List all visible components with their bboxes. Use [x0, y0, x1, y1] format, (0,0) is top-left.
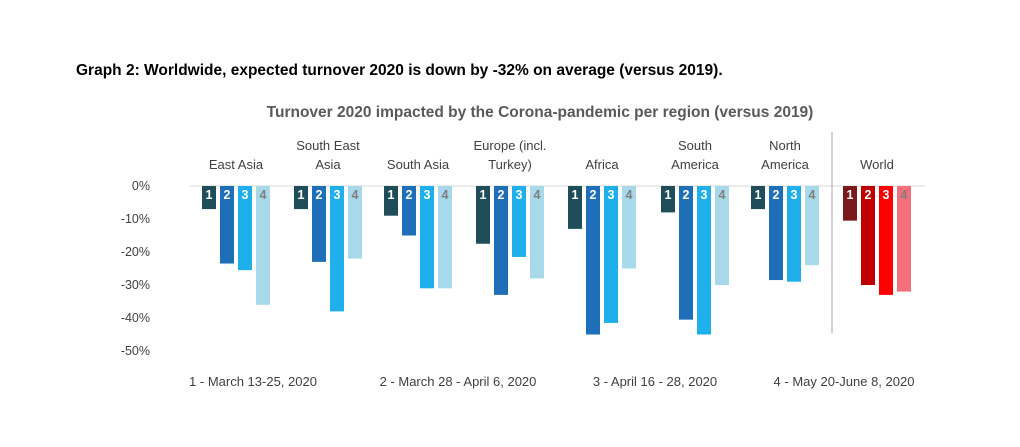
- region-label: North: [769, 138, 801, 153]
- bar-label: 3: [608, 188, 615, 202]
- y-tick-label: -50%: [121, 344, 150, 358]
- bar: [420, 186, 434, 289]
- period-legend-label: 1 - March 13-25, 2020: [189, 374, 317, 389]
- bar-label: 3: [883, 188, 890, 202]
- bar: [622, 186, 636, 269]
- bar: [220, 186, 234, 264]
- bar: [256, 186, 270, 305]
- bar-label: 4: [260, 188, 267, 202]
- period-legend-label: 2 - March 28 - April 6, 2020: [380, 374, 537, 389]
- chart-title: Turnover 2020 impacted by the Corona-pan…: [267, 104, 814, 121]
- y-tick-label: 0%: [132, 179, 150, 193]
- bar: [476, 186, 490, 244]
- bar-label: 4: [626, 188, 633, 202]
- bar-label: 1: [206, 188, 213, 202]
- region-label: Turkey): [488, 157, 532, 172]
- bar: [330, 186, 344, 312]
- y-tick-label: -40%: [121, 311, 150, 325]
- region-label: World: [860, 157, 894, 172]
- bar: [897, 186, 911, 292]
- bar-label: 4: [809, 188, 816, 202]
- y-tick-label: -10%: [121, 212, 150, 226]
- bar: [402, 186, 416, 236]
- bar-label: 3: [791, 188, 798, 202]
- bar-label: 4: [719, 188, 726, 202]
- bar: [751, 186, 765, 210]
- bar: [438, 186, 452, 289]
- bar: [238, 186, 252, 271]
- region-label: Europe (incl.: [474, 138, 547, 153]
- bar-label: 3: [701, 188, 708, 202]
- bar: [805, 186, 819, 266]
- bar-label: 2: [773, 188, 780, 202]
- bar-label: 3: [424, 188, 431, 202]
- bar: [294, 186, 308, 210]
- bar-label: 2: [683, 188, 690, 202]
- region-label: America: [761, 157, 809, 172]
- y-tick-label: -20%: [121, 245, 150, 259]
- bar: [512, 186, 526, 257]
- bar: [697, 186, 711, 335]
- bar: [202, 186, 216, 210]
- period-legend-label: 3 - April 16 - 28, 2020: [593, 374, 717, 389]
- bar-label: 2: [498, 188, 505, 202]
- bar: [348, 186, 362, 259]
- bar-label: 1: [298, 188, 305, 202]
- region-label: Asia: [315, 157, 341, 172]
- bar-label: 2: [224, 188, 231, 202]
- bar: [715, 186, 729, 285]
- bar-label: 3: [242, 188, 249, 202]
- bar-label: 4: [534, 188, 541, 202]
- bar: [530, 186, 544, 279]
- region-label: South East: [296, 138, 360, 153]
- bar-label: 2: [316, 188, 323, 202]
- bar-label: 1: [755, 188, 762, 202]
- bar: [879, 186, 893, 295]
- bar-label: 1: [480, 188, 487, 202]
- bar-label: 2: [406, 188, 413, 202]
- bar: [679, 186, 693, 320]
- bar: [568, 186, 582, 229]
- bar-label: 1: [572, 188, 579, 202]
- bar: [604, 186, 618, 323]
- region-label: America: [671, 157, 719, 172]
- region-label: East Asia: [209, 157, 264, 172]
- bar: [312, 186, 326, 262]
- bar-label: 2: [590, 188, 597, 202]
- bar-label: 2: [865, 188, 872, 202]
- bar-label: 4: [352, 188, 359, 202]
- bar-label: 4: [442, 188, 449, 202]
- bar: [769, 186, 783, 281]
- bar-label: 1: [665, 188, 672, 202]
- bar: [861, 186, 875, 285]
- bar-label: 3: [334, 188, 341, 202]
- region-label: South: [678, 138, 712, 153]
- page-heading: Graph 2: Worldwide, expected turnover 20…: [76, 62, 723, 79]
- bar: [494, 186, 508, 295]
- bar: [661, 186, 675, 213]
- bar-label: 1: [388, 188, 395, 202]
- y-tick-label: -30%: [121, 278, 150, 292]
- region-label: Africa: [585, 157, 619, 172]
- bar: [843, 186, 857, 221]
- bar-label: 3: [516, 188, 523, 202]
- bar: [787, 186, 801, 282]
- period-legend-label: 4 - May 20-June 8, 2020: [774, 374, 915, 389]
- region-label: South Asia: [387, 157, 450, 172]
- bar: [586, 186, 600, 335]
- bar-label: 1: [847, 188, 854, 202]
- bar-label: 4: [901, 188, 908, 202]
- bar: [384, 186, 398, 216]
